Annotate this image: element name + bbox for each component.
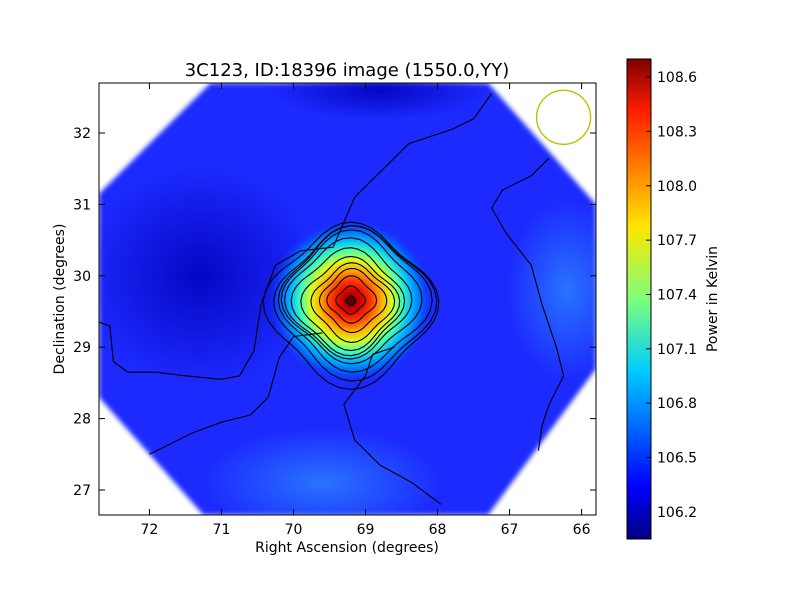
x-tick-label: 72 bbox=[141, 522, 159, 538]
contour-line bbox=[310, 262, 396, 343]
contour-line bbox=[99, 93, 493, 380]
y-tick-label: 30 bbox=[73, 269, 91, 285]
x-axis-ticks: 72 71 70 69 68 67 66 bbox=[141, 83, 591, 538]
y-tick-label: 29 bbox=[73, 340, 91, 356]
y-tick-label: 28 bbox=[73, 412, 91, 428]
colorbar-tick-label: 106.5 bbox=[657, 450, 697, 466]
plot-area: 72 71 70 69 68 67 66 27 28 29 30 31 32 bbox=[73, 82, 597, 538]
contour-line bbox=[290, 247, 406, 357]
contour-line bbox=[273, 225, 438, 382]
contour-line bbox=[345, 295, 357, 307]
y-axis-ticks: 27 28 29 30 31 32 bbox=[73, 126, 596, 499]
contour-line bbox=[300, 255, 401, 352]
x-axis-label: Right Ascension (degrees) bbox=[255, 540, 439, 556]
x-tick-label: 66 bbox=[573, 522, 591, 538]
colorbar-ticks: 106.2 106.5 106.8 107.1 107.4 107.7 108.0 108.3… bbox=[646, 70, 697, 521]
x-tick-label: 70 bbox=[285, 522, 303, 538]
colorbar-label: Power in Kelvin bbox=[705, 246, 721, 352]
x-tick-label: 69 bbox=[357, 522, 375, 538]
y-tick-label: 27 bbox=[73, 483, 91, 499]
colorbar-tick-label: 108.6 bbox=[657, 70, 697, 86]
colorbar-tick-label: 108.0 bbox=[657, 179, 697, 195]
contour-line bbox=[277, 225, 433, 373]
y-tick-label: 31 bbox=[73, 197, 91, 213]
x-tick-label: 67 bbox=[501, 522, 519, 538]
dark-region bbox=[99, 165, 320, 386]
bright-region bbox=[507, 200, 596, 381]
x-tick-label: 71 bbox=[213, 522, 231, 538]
colorbar-tick-label: 107.7 bbox=[657, 233, 697, 249]
colorbar-tick-label: 106.2 bbox=[657, 505, 697, 521]
colorbar-gradient bbox=[626, 58, 652, 540]
bright-region bbox=[202, 427, 443, 515]
contour-line bbox=[335, 285, 366, 315]
chart-title: 3C123, ID:18396 image (1550.0,YY) bbox=[185, 60, 510, 81]
contour-line bbox=[283, 237, 413, 360]
colorbar-tick-label: 108.3 bbox=[657, 124, 697, 140]
x-tick-label: 68 bbox=[429, 522, 447, 538]
contour-line bbox=[326, 275, 378, 324]
contour-lines bbox=[99, 93, 565, 505]
y-axis-label: Declination (degrees) bbox=[52, 224, 68, 375]
contour-line bbox=[343, 346, 442, 505]
y-tick-label: 32 bbox=[73, 126, 91, 142]
intensity-variations bbox=[99, 83, 596, 515]
beam-circle bbox=[535, 89, 592, 145]
contour-line bbox=[491, 157, 565, 451]
colorbar-tick-label: 107.1 bbox=[657, 342, 697, 358]
dark-region bbox=[269, 83, 490, 121]
colorbar-tick-label: 107.4 bbox=[657, 287, 697, 303]
contour-line bbox=[280, 229, 423, 365]
plot-frame bbox=[98, 82, 597, 516]
colorbar-tick-label: 106.8 bbox=[657, 396, 697, 412]
contour-line bbox=[262, 221, 440, 391]
contour-line bbox=[318, 267, 388, 334]
contour-line bbox=[149, 332, 323, 455]
colorbar: 106.2 106.5 106.8 107.1 107.4 107.7 108.0 108.3… bbox=[626, 58, 721, 540]
